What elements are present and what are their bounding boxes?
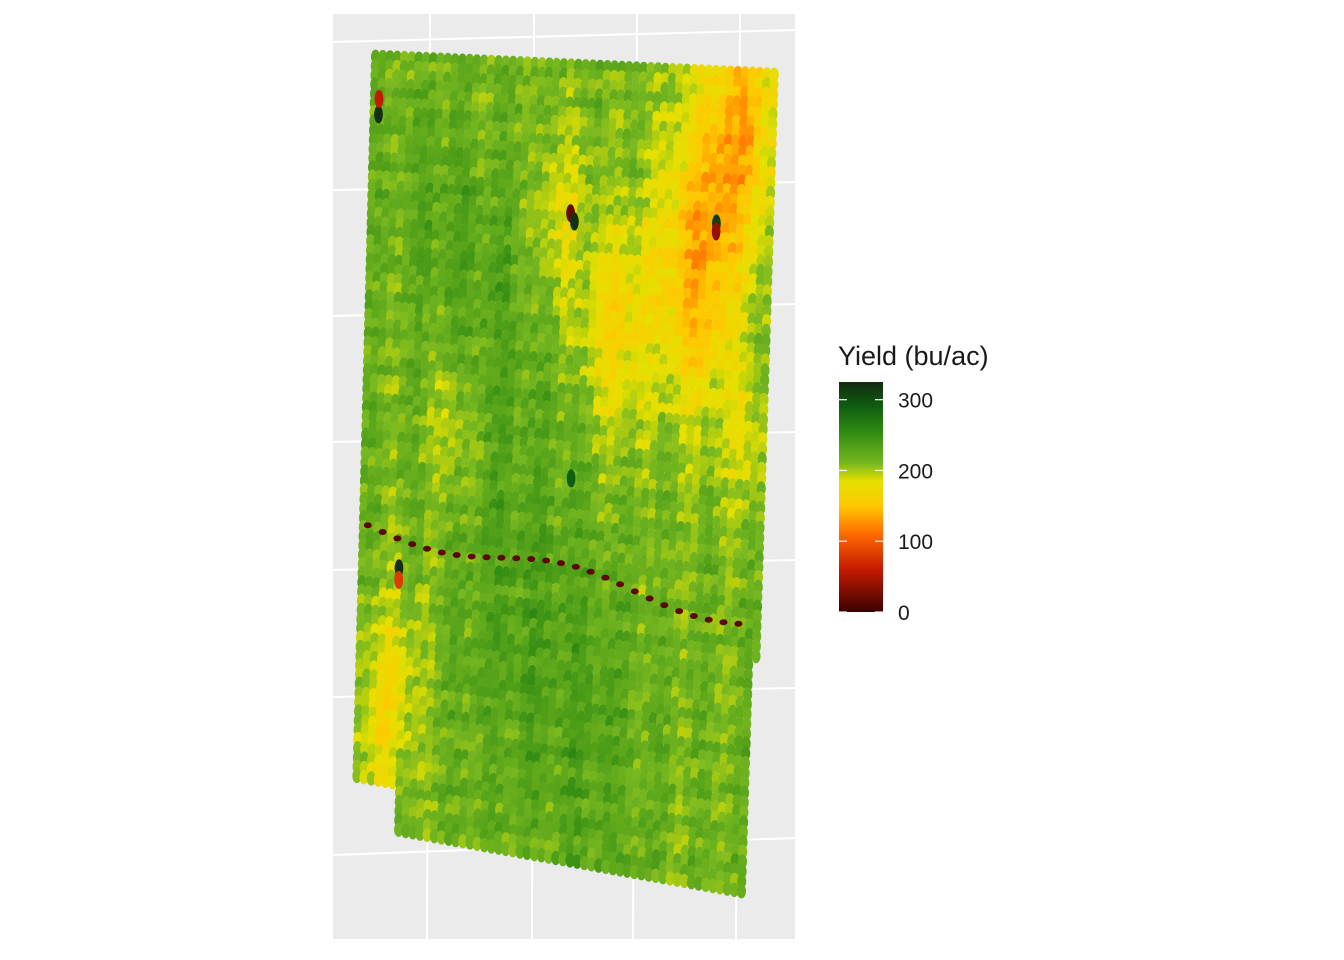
legend-tick-label: 0	[898, 602, 910, 625]
legend-tick-label: 200	[898, 460, 933, 483]
legend-tick-label: 300	[898, 390, 933, 413]
yield-point	[644, 867, 654, 882]
yield-point	[636, 866, 647, 881]
yield-point	[645, 595, 654, 602]
yield-point	[719, 619, 728, 626]
yield-point	[451, 832, 461, 848]
yield-point	[729, 882, 739, 898]
legend: Yield (bu/ac) 0 100 200 300	[838, 341, 989, 625]
yield-point	[594, 858, 604, 873]
yield-point	[751, 648, 761, 664]
yield-point	[394, 822, 404, 837]
yield-point	[734, 620, 743, 627]
yield-point	[586, 568, 595, 575]
yield-point	[373, 772, 383, 787]
yield-point	[486, 839, 496, 854]
yield-point	[408, 825, 418, 840]
yield-point	[711, 222, 721, 241]
yield-point	[482, 554, 491, 561]
yield-point	[672, 872, 682, 887]
yield-point	[608, 860, 618, 876]
yield-point	[522, 845, 532, 860]
yield-point	[651, 868, 661, 883]
yield-point	[501, 841, 511, 857]
yield-point	[586, 857, 597, 872]
yield-point	[467, 553, 476, 560]
yield-point	[686, 875, 697, 890]
yield-point	[660, 602, 669, 609]
yield-point	[429, 828, 439, 844]
yield-point	[570, 212, 579, 231]
yield-point	[722, 881, 732, 896]
yield-point	[704, 616, 713, 623]
yield-point	[422, 827, 432, 842]
yield-point	[452, 552, 461, 558]
yield-point	[579, 855, 589, 871]
yield-point	[527, 556, 536, 562]
yield-point	[536, 848, 547, 863]
yield-point	[436, 830, 446, 845]
yield-point	[352, 768, 362, 784]
yield-point	[380, 773, 391, 788]
yield-point	[388, 774, 398, 790]
gridline-horizontal	[333, 29, 795, 43]
yield-point	[465, 835, 475, 850]
yield-point	[512, 555, 521, 562]
legend-title: Yield (bu/ac)	[838, 341, 989, 371]
yield-point	[544, 849, 554, 864]
yield-point	[557, 560, 565, 567]
yield-point	[689, 613, 698, 619]
yield-point	[558, 852, 568, 867]
yield-point	[374, 105, 383, 124]
yield-point	[529, 846, 539, 862]
yield-point	[566, 469, 576, 488]
yield-point	[708, 878, 718, 894]
yield-point	[622, 863, 632, 878]
yield-point	[515, 844, 525, 859]
yield-point	[629, 864, 639, 880]
yield-point	[497, 554, 506, 561]
yield-point	[694, 876, 704, 891]
yield-point	[401, 823, 411, 839]
yield-point	[675, 608, 684, 615]
yield-point	[572, 854, 582, 869]
yield-point	[472, 836, 482, 851]
yield-point	[571, 563, 580, 570]
yield-point	[479, 837, 489, 853]
legend-ticks: 0 100 200 300	[839, 390, 933, 625]
yield-point	[408, 541, 417, 548]
yield-point	[415, 826, 425, 841]
yield-point	[494, 840, 504, 855]
yield-point	[444, 831, 454, 846]
yield-point	[394, 570, 404, 589]
yield-point	[630, 588, 639, 595]
legend-tick-label: 100	[898, 531, 933, 554]
yield-point	[701, 877, 711, 892]
yield-point	[458, 834, 468, 849]
yield-point	[736, 884, 747, 899]
yield-point	[393, 535, 402, 542]
yield-point	[378, 529, 387, 535]
yield-point	[565, 853, 575, 868]
yield-point	[601, 574, 610, 581]
yield-point	[658, 869, 668, 885]
yield-point	[542, 557, 551, 564]
yield-point	[679, 873, 689, 889]
yield-point	[437, 549, 446, 556]
yield-point	[601, 859, 611, 874]
yield-point	[359, 770, 369, 785]
yield-point	[616, 581, 625, 588]
yield-point	[715, 880, 725, 895]
yield-field	[352, 49, 779, 899]
yield-point	[363, 522, 372, 529]
yield-point	[508, 843, 518, 858]
yield-point	[615, 862, 625, 877]
yield-point	[423, 545, 431, 552]
yield-point	[366, 771, 376, 786]
yield-point	[551, 850, 561, 866]
yield-point	[665, 871, 675, 886]
yield-point	[374, 89, 384, 108]
legend-colorbar	[839, 382, 883, 612]
